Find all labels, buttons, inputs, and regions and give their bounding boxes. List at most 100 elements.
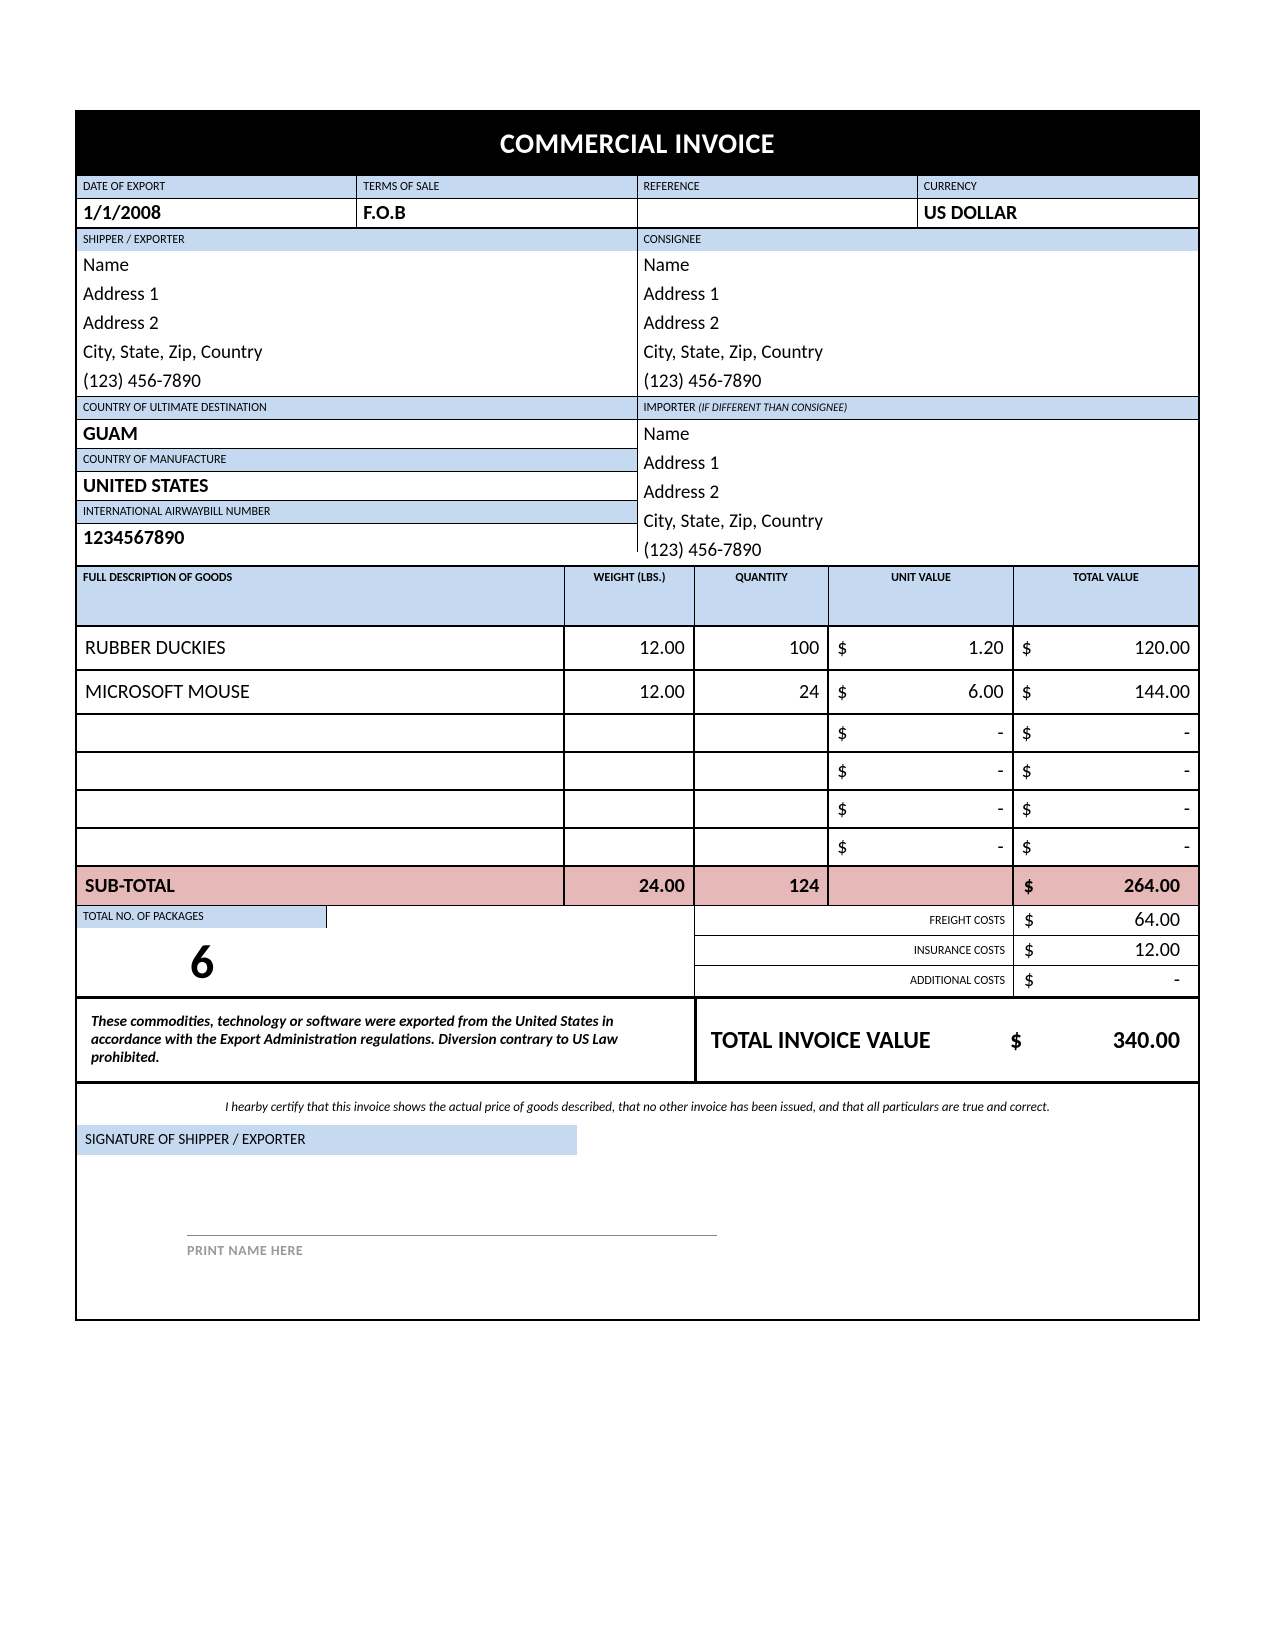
importer-note: (IF DIFFERENT THAN CONSIGNEE) bbox=[698, 401, 847, 414]
importer-city: City, State, Zip, Country bbox=[638, 507, 1199, 536]
party-labels-row: SHIPPER / EXPORTER CONSIGNEE bbox=[77, 229, 1198, 251]
insurance-row: INSURANCE COSTS $ 12.00 bbox=[695, 936, 1198, 966]
goods-weight bbox=[565, 829, 695, 865]
consignee-city: City, State, Zip, Country bbox=[638, 338, 1199, 367]
signature-bottom-space bbox=[77, 1259, 1198, 1319]
importer-addr1: Address 1 bbox=[638, 449, 1199, 478]
shipper-block: Name Address 1 Address 2 City, State, Zi… bbox=[77, 251, 638, 396]
goods-row: $-$- bbox=[77, 789, 1198, 827]
goods-total-value-text: - bbox=[1184, 797, 1190, 821]
total-invoice-label: TOTAL INVOICE VALUE bbox=[711, 1026, 1010, 1055]
importer-name: Name bbox=[638, 419, 1199, 449]
dollar-sign-icon: $ bbox=[1024, 908, 1034, 933]
goods-qty: 24 bbox=[695, 671, 830, 713]
goods-unit-value-text: 1.20 bbox=[968, 636, 1003, 660]
goods-unit-value: $- bbox=[829, 753, 1013, 789]
goods-weight bbox=[565, 791, 695, 827]
consignee-phone: (123) 456-7890 bbox=[638, 367, 1199, 396]
goods-row: $-$- bbox=[77, 713, 1198, 751]
goods-weight: 12.00 bbox=[565, 671, 695, 713]
currency-label: CURRENCY bbox=[918, 175, 1198, 198]
subtotal-weight: 24.00 bbox=[565, 867, 695, 905]
subtotal-label: SUB-TOTAL bbox=[77, 867, 565, 905]
freight-value: 64.00 bbox=[1134, 908, 1180, 933]
goods-qty: 100 bbox=[695, 627, 830, 669]
subtotal-uv-blank bbox=[829, 867, 1013, 905]
goods-qty bbox=[695, 715, 830, 751]
reference-label: REFERENCE bbox=[638, 175, 918, 198]
party-addresses: Name Address 1 Address 2 City, State, Zi… bbox=[77, 251, 1198, 396]
invoice-title: COMMERCIAL INVOICE bbox=[77, 112, 1198, 175]
country-dest-label: COUNTRY OF ULTIMATE DESTINATION bbox=[77, 396, 638, 419]
terms-sale-label: TERMS OF SALE bbox=[357, 175, 637, 198]
goods-header-qty: QUANTITY bbox=[695, 567, 830, 625]
packages-value: 6 bbox=[77, 928, 327, 995]
currency-value: US DOLLAR bbox=[918, 198, 1198, 227]
goods-qty bbox=[695, 753, 830, 789]
goods-header-desc: FULL DESCRIPTION OF GOODS bbox=[77, 567, 565, 625]
date-export-label: DATE OF EXPORT bbox=[77, 175, 357, 198]
dollar-sign-icon: $ bbox=[1010, 1026, 1022, 1055]
dollar-sign-icon: $ bbox=[1022, 636, 1032, 660]
insurance-label: INSURANCE COSTS bbox=[695, 936, 1013, 965]
shipper-phone: (123) 456-7890 bbox=[77, 367, 638, 396]
dollar-sign-icon: $ bbox=[837, 759, 847, 783]
goods-desc: MICROSOFT MOUSE bbox=[77, 671, 565, 713]
goods-body: RUBBER DUCKIES12.00100$1.20$120.00MICROS… bbox=[77, 625, 1198, 865]
dollar-sign-icon: $ bbox=[837, 721, 847, 745]
goods-total-value: $- bbox=[1014, 715, 1198, 751]
consignee-name: Name bbox=[638, 251, 1199, 280]
total-invoice-box: TOTAL INVOICE VALUE $ 340.00 bbox=[697, 999, 1198, 1081]
importer-block: IMPORTER (IF DIFFERENT THAN CONSIGNEE) N… bbox=[638, 396, 1199, 565]
goods-total-value: $144.00 bbox=[1014, 671, 1198, 713]
shipper-label: SHIPPER / EXPORTER bbox=[77, 229, 638, 251]
airwaybill-value: 1234567890 bbox=[77, 523, 638, 552]
header-labels-row: DATE OF EXPORT TERMS OF SALE REFERENCE C… bbox=[77, 175, 1198, 198]
header-values-row: 1/1/2008 F.O.B US DOLLAR bbox=[77, 198, 1198, 229]
goods-total-value-text: - bbox=[1184, 721, 1190, 745]
consignee-addr2: Address 2 bbox=[638, 309, 1199, 338]
goods-row: $-$- bbox=[77, 827, 1198, 865]
dollar-sign-icon: $ bbox=[837, 835, 847, 859]
goods-total-value-text: - bbox=[1184, 759, 1190, 783]
goods-total-value-text: 144.00 bbox=[1134, 680, 1190, 704]
dollar-sign-icon: $ bbox=[1022, 680, 1032, 704]
goods-total-value: $120.00 bbox=[1014, 627, 1198, 669]
terms-sale-value: F.O.B bbox=[357, 198, 637, 227]
country-mfg-value: UNITED STATES bbox=[77, 471, 638, 501]
packages-block: TOTAL NO. OF PACKAGES 6 bbox=[77, 906, 695, 996]
country-mfg-label: COUNTRY OF MANUFACTURE bbox=[77, 449, 638, 471]
goods-desc bbox=[77, 791, 565, 827]
goods-unit-value: $6.00 bbox=[829, 671, 1013, 713]
dollar-sign-icon: $ bbox=[1024, 968, 1034, 994]
goods-unit-value-text: - bbox=[998, 759, 1004, 783]
goods-weight: 12.00 bbox=[565, 627, 695, 669]
goods-weight bbox=[565, 753, 695, 789]
goods-total-value-text: 120.00 bbox=[1134, 636, 1190, 660]
dollar-sign-icon: $ bbox=[1024, 874, 1034, 898]
total-invoice-amount: $ 340.00 bbox=[1010, 1026, 1180, 1055]
signature-area bbox=[77, 1155, 1198, 1235]
goods-desc bbox=[77, 715, 565, 751]
goods-header-total-value: TOTAL VALUE bbox=[1014, 567, 1198, 625]
goods-unit-value: $- bbox=[829, 715, 1013, 751]
goods-total-value-text: - bbox=[1184, 835, 1190, 859]
goods-desc: RUBBER DUCKIES bbox=[77, 627, 565, 669]
dollar-sign-icon: $ bbox=[1024, 938, 1034, 963]
importer-label: IMPORTER (IF DIFFERENT THAN CONSIGNEE) bbox=[638, 396, 1199, 419]
costs-block: FREIGHT COSTS $ 64.00 INSURANCE COSTS $ … bbox=[695, 906, 1198, 996]
goods-weight bbox=[565, 715, 695, 751]
goods-desc bbox=[77, 753, 565, 789]
goods-total-value: $- bbox=[1014, 791, 1198, 827]
print-name-line: PRINT NAME HERE bbox=[187, 1235, 717, 1259]
goods-total-value: $- bbox=[1014, 829, 1198, 865]
subtotal-qty: 124 bbox=[695, 867, 830, 905]
additional-value-cell: $ - bbox=[1013, 966, 1198, 996]
importer-phone: (123) 456-7890 bbox=[638, 536, 1199, 565]
insurance-value: 12.00 bbox=[1134, 938, 1180, 963]
goods-row: $-$- bbox=[77, 751, 1198, 789]
goods-unit-value: $1.20 bbox=[829, 627, 1013, 669]
additional-label: ADDITIONAL COSTS bbox=[695, 966, 1013, 996]
shipper-addr2: Address 2 bbox=[77, 309, 638, 338]
additional-value: - bbox=[1174, 968, 1180, 994]
